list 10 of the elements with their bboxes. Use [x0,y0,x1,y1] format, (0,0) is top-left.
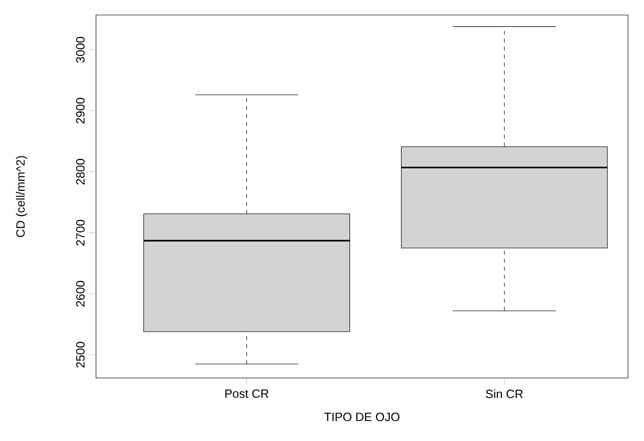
y-tick-label: 2500 [76,342,85,368]
y-tick-label: 2700 [76,220,85,246]
x-tick-label: Post CR [225,389,268,398]
x-tick-label: Sin CR [486,389,523,398]
y-tick-label: 2900 [76,98,85,124]
y-tick-label: 3000 [76,36,85,63]
x-axis-title: TIPO DE OJO [324,412,400,422]
y-tick-label: 2800 [76,158,85,185]
y-axis-title: CD (cell/mm^2) [16,156,28,238]
y-tick-label: 2600 [76,280,85,307]
